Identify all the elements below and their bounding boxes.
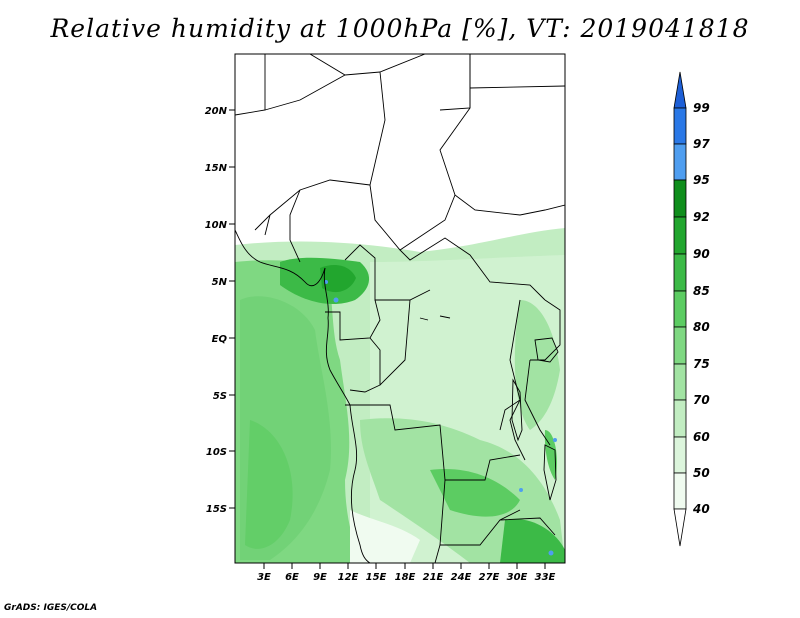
- lat-label: 10S: [206, 447, 227, 458]
- colorbar-label: 90: [693, 247, 710, 261]
- lon-label: 12E: [338, 572, 359, 583]
- lat-label: 10N: [205, 220, 228, 231]
- colorbar-segment: [673, 436, 687, 474]
- lon-label: 9E: [313, 572, 327, 583]
- lon-label: 15E: [366, 572, 387, 583]
- lon-label: 21E: [423, 572, 444, 583]
- colorbar-bottom-arrow: [673, 508, 687, 547]
- colorbar-label: 60: [693, 430, 710, 444]
- lat-label: 5S: [213, 391, 227, 402]
- colorbar-label: 99: [693, 101, 710, 115]
- colorbar-segment: [673, 107, 687, 145]
- lon-label: 3E: [257, 572, 271, 583]
- latitude-axis: 20N 15N 10N 5N EQ 5S 10S 15S: [205, 106, 235, 515]
- colorbar-segment: [673, 179, 687, 218]
- colorbar-segment: [673, 363, 687, 401]
- lat-label: 5N: [212, 277, 228, 288]
- colorbar-segment: [673, 143, 687, 181]
- lat-label: 20N: [205, 106, 228, 117]
- colorbar-label: 75: [693, 357, 710, 371]
- longitude-axis: 3E 6E 9E 12E 15E 18E 21E 24E 27E 30E 33E: [257, 563, 556, 583]
- country-borders: [235, 54, 565, 563]
- colorbar-segment: [673, 326, 687, 365]
- colorbar: 99 97 95 92 90 85 80 75 70 60 50 40: [673, 71, 710, 547]
- colorbar-label: 85: [693, 284, 710, 298]
- lat-label: 15S: [206, 504, 227, 515]
- colorbar-label: 80: [693, 320, 710, 334]
- colorbar-label: 70: [693, 393, 710, 407]
- colorbar-top-arrow: [673, 71, 687, 109]
- colorbar-label: 50: [693, 466, 710, 480]
- colorbar-label: 40: [692, 502, 710, 516]
- map-frame: [234, 53, 566, 564]
- colorbar-segment: [673, 216, 687, 255]
- colorbar-label: 97: [693, 137, 710, 151]
- lon-label: 27E: [479, 572, 500, 583]
- lon-label: 18E: [395, 572, 416, 583]
- lon-label: 33E: [535, 572, 556, 583]
- credit-label: GrADS: IGES/COLA: [4, 603, 98, 613]
- map-title: Relative humidity at 1000hPa [%], VT: 20…: [50, 14, 750, 43]
- lat-label: EQ: [212, 334, 228, 345]
- colorbar-label: 92: [693, 210, 710, 224]
- colorbar-segment: [673, 399, 687, 438]
- lat-label: 15N: [205, 163, 228, 174]
- colorbar-segment: [673, 472, 687, 510]
- lon-label: 24E: [451, 572, 472, 583]
- colorbar-segment: [673, 253, 687, 292]
- colorbar-label: 95: [693, 173, 710, 187]
- humidity-field: [235, 54, 565, 563]
- colorbar-segment: [673, 290, 687, 328]
- lake-outlines: [419, 315, 559, 501]
- lon-label: 6E: [285, 572, 299, 583]
- lon-label: 30E: [507, 572, 528, 583]
